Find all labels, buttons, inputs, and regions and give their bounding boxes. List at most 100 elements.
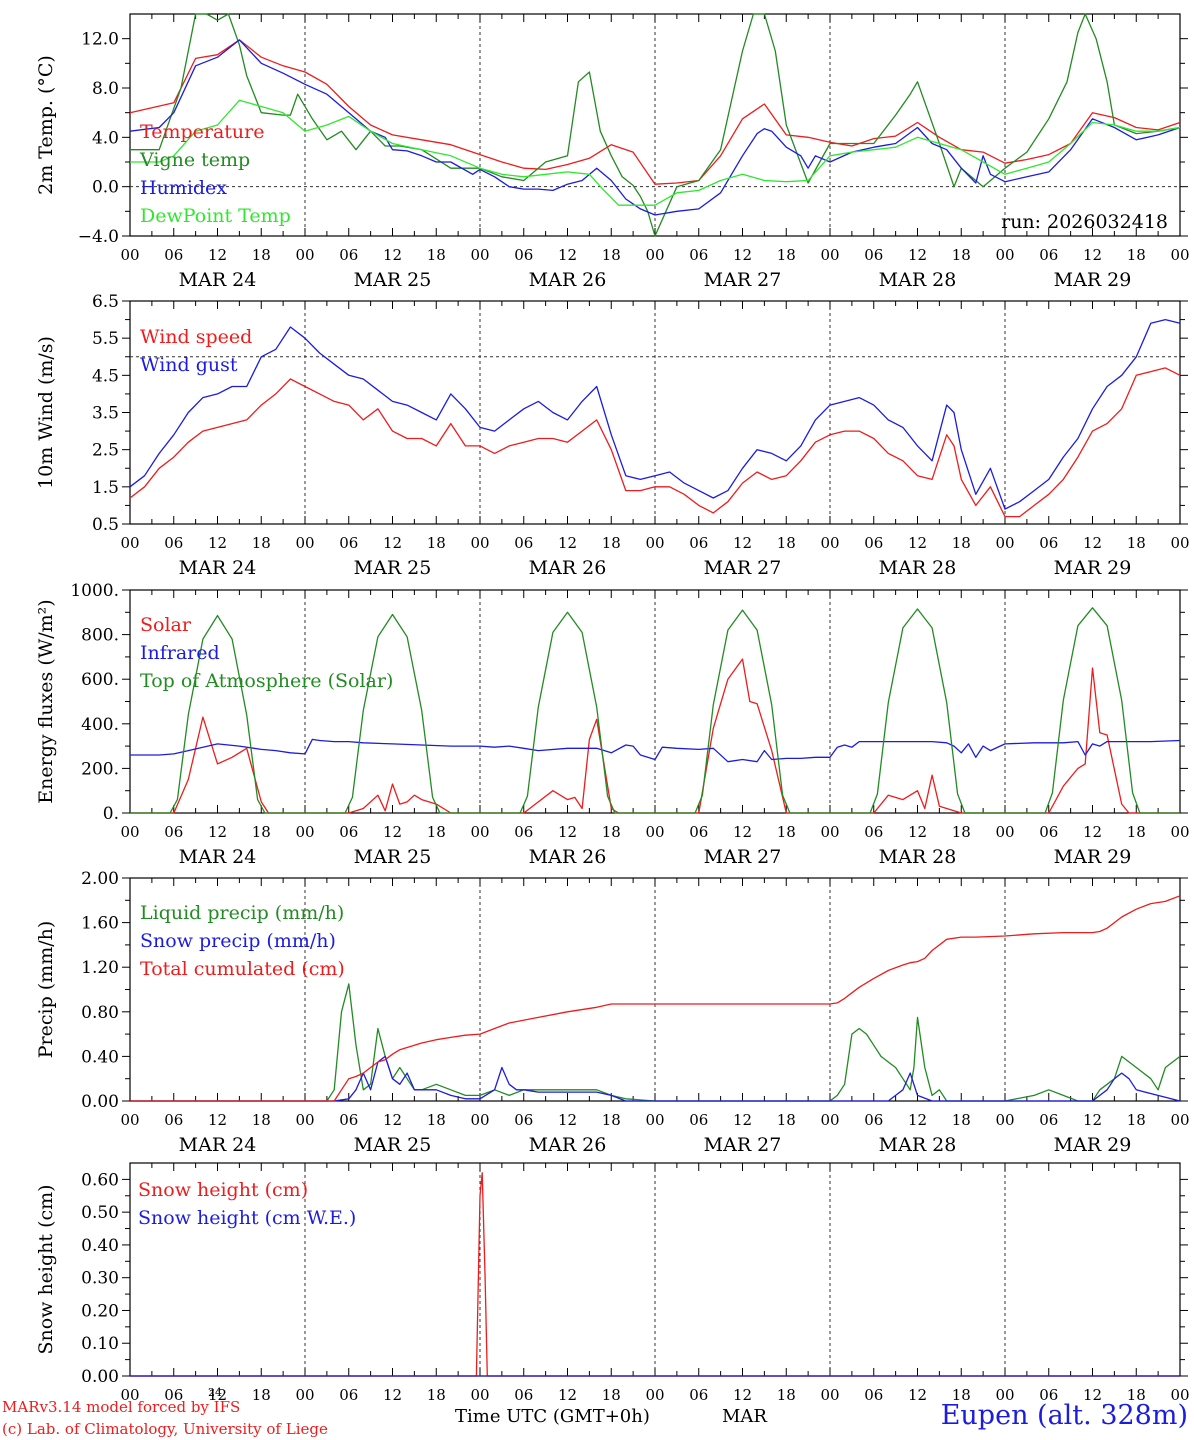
x-tick-label: 12	[383, 1386, 402, 1404]
x-tick-label: 12	[208, 246, 227, 264]
x-tick-label: 18	[427, 246, 446, 264]
series-line-2-1	[129, 367, 1181, 518]
y-tick-label: −4.0	[78, 227, 119, 247]
copyright-credit: (c) Lab. of Climatology, University of L…	[2, 1420, 328, 1438]
x-day-label: MAR 26	[529, 557, 607, 579]
station-title: Eupen (alt. 328m)	[940, 1400, 1188, 1431]
x-tick-label: 00	[995, 1386, 1014, 1404]
x-tick-label: 06	[339, 1386, 358, 1404]
y-tick-label: 8.0	[92, 79, 119, 99]
series-line-1-1	[129, 39, 1181, 185]
x-tick-label: 18	[252, 1111, 271, 1129]
x-day-label: MAR 28	[879, 1134, 957, 1156]
series-line-2-2	[129, 318, 1181, 510]
y-tick-label: 0.30	[81, 1269, 119, 1289]
x-tick-label: 18	[427, 823, 446, 841]
x-tick-label: 06	[864, 534, 883, 552]
x-tick-label: 00	[820, 1386, 839, 1404]
x-tick-label: 12	[558, 1111, 577, 1129]
x-tick-label: 06	[164, 1111, 183, 1129]
x-tick-label: 18	[602, 246, 621, 264]
x-tick-label: 18	[252, 534, 271, 552]
legend-entry: Total cumulated (cm)	[140, 958, 345, 980]
x-tick-label: 12	[908, 1386, 927, 1404]
y-tick-label: 0.40	[81, 1047, 119, 1067]
x-day-label: MAR 24	[179, 1134, 257, 1156]
legend-entry: Wind speed	[140, 326, 252, 348]
x-tick-label: 00	[295, 246, 314, 264]
y-tick-label: 1.20	[81, 958, 119, 978]
x-tick-label: 06	[514, 1111, 533, 1129]
x-tick-label: 06	[339, 246, 358, 264]
x-tick-label: 06	[339, 1111, 358, 1129]
y-tick-label: 6.5	[92, 292, 119, 312]
x-tick-label: 06	[864, 823, 883, 841]
series-line-3-2	[130, 738, 1181, 763]
y-tick-label: 0.0	[92, 178, 119, 198]
x-day-label: MAR 28	[879, 557, 957, 579]
x-tick-label: 00	[1170, 1386, 1189, 1404]
plot-frame	[129, 300, 1181, 525]
series-line-1-4	[130, 99, 1181, 206]
x-tick-label: 00	[995, 823, 1014, 841]
x-tick-label: 00	[1170, 534, 1189, 552]
y-tick-label: 0.00	[81, 1367, 119, 1387]
y-tick-label: 0.	[103, 804, 119, 824]
x-tick-label: 00	[645, 1111, 664, 1129]
y-tick-label: 1.60	[81, 914, 119, 934]
legend-entry: Snow height (cm)	[138, 1179, 308, 1201]
x-tick-label: 12	[208, 534, 227, 552]
x-tick-label: 06	[164, 1386, 183, 1404]
x-tick-label: 00	[470, 1386, 489, 1404]
x-tick-label: 18	[1127, 823, 1146, 841]
y-tick-label: 1.5	[92, 478, 119, 498]
x-tick-label: 12	[208, 823, 227, 841]
x-tick-label: 06	[689, 823, 708, 841]
x-tick-label: 06	[1039, 1386, 1058, 1404]
x-tick-label: 00	[995, 534, 1014, 552]
x-tick-label: 18	[777, 1111, 796, 1129]
x-tick-label: 00	[295, 823, 314, 841]
x-tick-label: 06	[864, 246, 883, 264]
legend-entry: Snow height (cm W.E.)	[138, 1207, 356, 1229]
x-tick-label: 18	[427, 534, 446, 552]
x-tick-label: 00	[120, 1111, 139, 1129]
legend-entry: Snow precip (mm/h)	[140, 930, 336, 952]
x-tick-label: 12	[733, 534, 752, 552]
x-tick-label: 18	[777, 246, 796, 264]
y-tick-label: 400.	[81, 715, 119, 735]
x-tick-label: 00	[470, 246, 489, 264]
y-tick-label: 0.5	[92, 515, 119, 535]
legend-entry: Humidex	[140, 177, 227, 199]
x-day-label: MAR 28	[879, 269, 957, 291]
x-tick-label: 18	[1127, 1111, 1146, 1129]
y-axis-title: 10m Wind (m/s)	[35, 336, 57, 489]
x-tick-label: 18	[602, 1111, 621, 1129]
x-tick-label: 18	[1127, 534, 1146, 552]
x-day-label: MAR 27	[704, 269, 782, 291]
x-tick-label: 12	[558, 823, 577, 841]
x-tick-label: 12	[1083, 246, 1102, 264]
x-tick-label: 00	[1170, 1111, 1189, 1129]
x-tick-label: 12	[383, 246, 402, 264]
x-tick-label: 06	[164, 823, 183, 841]
x-tick-label: 00	[995, 246, 1014, 264]
x-tick-label: 06	[164, 534, 183, 552]
x-tick-label: 12	[558, 534, 577, 552]
x-day-label: MAR 25	[354, 269, 432, 291]
x-day-label: MAR 26	[529, 846, 607, 868]
legend-entry: Infrared	[140, 642, 220, 664]
legend-entry: Vigne temp	[139, 149, 250, 171]
y-tick-label: 2.5	[92, 441, 119, 461]
x-tick-label: 00	[295, 1111, 314, 1129]
y-tick-label: 0.80	[81, 1003, 119, 1023]
footer-month: MAR	[722, 1406, 767, 1427]
series-line-1-3	[129, 39, 1181, 216]
x-tick-label: 00	[645, 246, 664, 264]
x-tick-label: 06	[339, 823, 358, 841]
x-tick-label: 12	[383, 534, 402, 552]
x-tick-label: 00	[995, 1111, 1014, 1129]
x-tick-label: 12	[383, 823, 402, 841]
x-tick-label: 06	[514, 534, 533, 552]
y-tick-label: 12.0	[81, 30, 119, 50]
